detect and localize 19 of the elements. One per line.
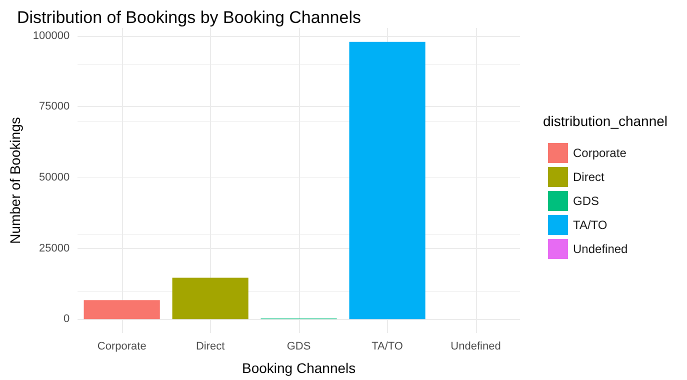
y-tick-label: 100000 <box>32 30 70 42</box>
legend-label: Undefined <box>573 242 628 256</box>
y-tick-label: 0 <box>63 313 70 326</box>
x-axis-title: Booking Channels <box>242 360 356 376</box>
y-tick-label: 75000 <box>39 100 70 113</box>
legend-label: GDS <box>573 194 600 208</box>
legend-label: Corporate <box>573 146 627 160</box>
y-tick-label: 25000 <box>39 242 70 254</box>
x-tick-label: Undefined <box>450 340 501 352</box>
chart-title: Distribution of Bookings by Booking Channels <box>17 8 361 27</box>
legend-title: distribution_channel <box>543 113 668 129</box>
x-tick-label: TA/TO <box>372 340 404 352</box>
x-tick-label: GDS <box>286 340 311 352</box>
legend-label: Direct <box>573 170 605 184</box>
y-tick-label: 50000 <box>39 172 70 184</box>
x-tick-label: Direct <box>196 340 225 352</box>
y-axis-title: Number of Bookings <box>7 117 23 244</box>
legend-label: TA/TO <box>573 218 608 232</box>
x-tick-label: Corporate <box>97 340 146 352</box>
